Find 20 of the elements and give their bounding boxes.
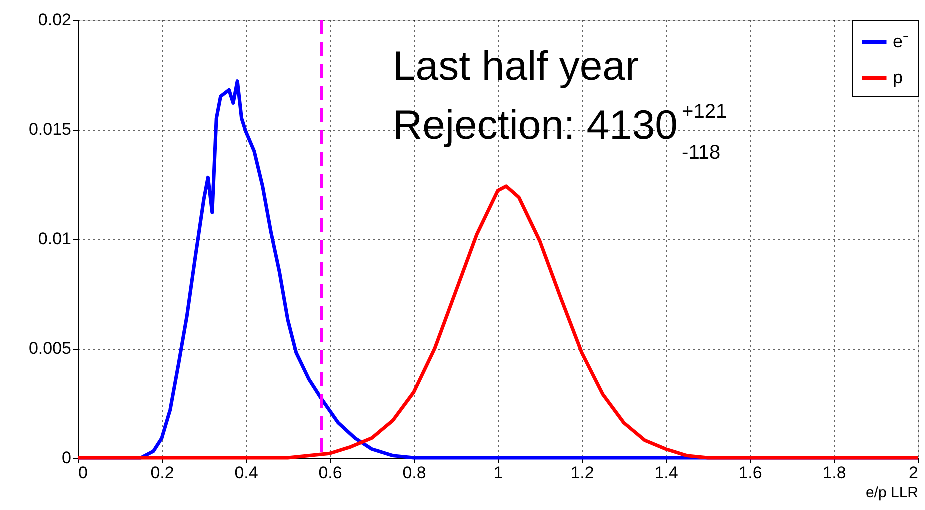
x-tick-label: 2 bbox=[909, 464, 918, 482]
x-tick-label: 0.8 bbox=[402, 464, 426, 482]
y-tick-label: 0 bbox=[62, 448, 72, 468]
x-axis-title: e/p LLR bbox=[866, 484, 919, 502]
x-tick-label: 1 bbox=[494, 464, 504, 482]
x-tick-label: 1.8 bbox=[822, 464, 846, 482]
x-tick-label: 0.6 bbox=[318, 464, 342, 482]
legend-label: e⁻ bbox=[893, 32, 910, 52]
x-tick-label: 0.4 bbox=[234, 464, 258, 482]
x-tick-label: 1.6 bbox=[738, 464, 762, 482]
x-tick-label: 0 bbox=[78, 464, 88, 482]
x-tick-label: 1.2 bbox=[570, 464, 594, 482]
y-tick-label: 0.015 bbox=[28, 120, 72, 139]
x-tick-label: 1.4 bbox=[654, 464, 678, 482]
x-tick-label: 0.2 bbox=[150, 464, 174, 482]
legend-label: p bbox=[893, 68, 904, 88]
y-tick-label: 0.01 bbox=[38, 230, 72, 248]
annotation: Last half year bbox=[393, 43, 640, 89]
y-tick-label: 0.005 bbox=[28, 339, 72, 358]
y-tick-label: 0.02 bbox=[38, 10, 72, 30]
